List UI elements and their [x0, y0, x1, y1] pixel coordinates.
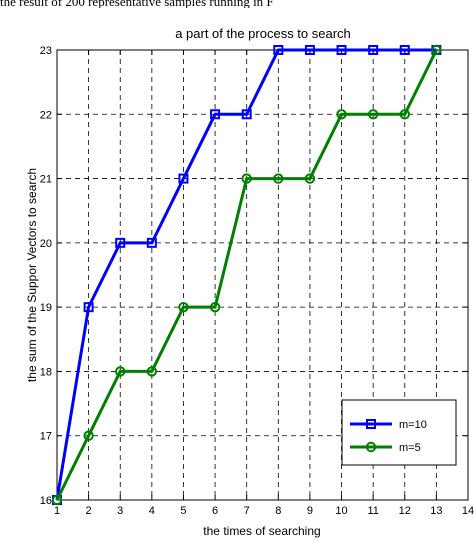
data-point-m-5: [336, 109, 347, 120]
x-tick-label: 11: [367, 505, 378, 517]
y-tick-label: 19: [40, 302, 52, 314]
data-point-m-10: [273, 45, 284, 55]
data-point-m-5: [431, 44, 442, 56]
series-line-m-10: [55, 48, 437, 501]
x-tick-label: 2: [86, 505, 92, 517]
data-point-m-5: [146, 366, 158, 377]
x-tick-label: 7: [244, 505, 250, 517]
plot-frame: [56, 49, 469, 501]
x-tick-label: 3: [117, 505, 123, 517]
series-layer: [51, 44, 442, 506]
data-point-m-5: [115, 366, 126, 377]
y-tick-label: 20: [40, 238, 52, 250]
x-tick-label: 4: [149, 505, 155, 517]
x-tick-label: 5: [180, 505, 186, 517]
data-point-m-5: [399, 109, 410, 120]
data-point-m-10: [178, 173, 189, 184]
y-axis-label: the sum of the Suppor Vectors to search: [25, 168, 39, 382]
x-tick-label: 10: [335, 505, 347, 517]
x-tick-label: 1: [54, 505, 60, 517]
series-m-5: [51, 44, 442, 506]
data-point-m-5: [367, 109, 379, 120]
data-point-m-10: [304, 45, 315, 55]
y-tick-label: 22: [40, 109, 52, 121]
x-tick-label: 8: [275, 505, 281, 517]
legend-marker-m-10: [366, 419, 376, 429]
y-tick-label: 17: [40, 431, 52, 443]
y-tick-label: 23: [40, 45, 52, 57]
x-tick-label: 12: [399, 505, 411, 517]
data-point-m-10: [146, 237, 157, 248]
data-point-m-10: [368, 45, 379, 55]
legend-box: [341, 399, 457, 466]
data-point-m-10: [336, 45, 347, 55]
x-tick-label: 14: [462, 505, 474, 517]
x-axis-label: the times of searching: [203, 524, 320, 538]
series-m-10: [52, 45, 442, 505]
data-point-m-10: [83, 302, 94, 313]
data-point-m-10: [399, 45, 410, 55]
legend: m=10 m=5: [341, 399, 457, 466]
y-tick-label: 16: [40, 495, 52, 507]
data-point-m-5: [209, 301, 221, 313]
legend-label-m-10: m=10: [399, 419, 427, 431]
y-tick-label: 21: [40, 174, 52, 186]
chart-title: a part of the process to search: [175, 26, 351, 41]
x-tick-label: 6: [212, 505, 218, 517]
legend-label-m-5: m=5: [399, 442, 421, 454]
series-line-m-5: [55, 49, 438, 501]
caption-snippet: the result of 200 representative samples…: [0, 0, 274, 8]
data-point-m-5: [83, 430, 94, 441]
data-point-m-5: [273, 173, 284, 184]
x-tick-label: 9: [307, 505, 313, 517]
data-point-m-5: [241, 173, 252, 184]
legend-marker-m-5: [365, 441, 377, 453]
x-tick-label: 13: [430, 505, 442, 517]
data-point-m-10: [210, 109, 221, 120]
data-point-m-5: [304, 173, 316, 184]
y-tick-label: 18: [40, 366, 52, 378]
data-point-m-5: [178, 301, 189, 313]
data-point-m-10: [241, 109, 252, 120]
data-point-m-10: [115, 237, 126, 248]
data-point-m-5: [51, 494, 63, 506]
